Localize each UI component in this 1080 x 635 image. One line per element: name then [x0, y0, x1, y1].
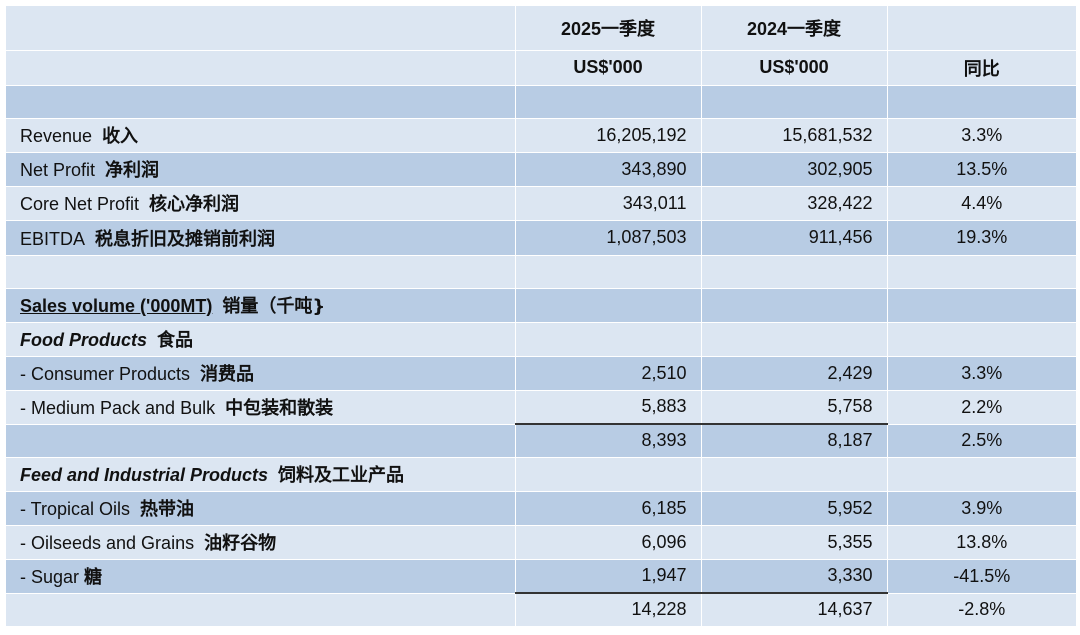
header-blank-cell: [6, 50, 516, 86]
value-current: 2,510: [515, 356, 702, 391]
value-yoy: 2.2%: [887, 390, 1076, 425]
value-current: 16,205,192: [515, 118, 702, 153]
row-label: - Tropical Oils 热带油: [6, 491, 516, 526]
value-yoy: 3.3%: [887, 118, 1076, 153]
row-label: Revenue 收入: [6, 118, 516, 153]
value-current: 5,883: [515, 390, 702, 425]
row-label: Core Net Profit 核心净利润: [6, 186, 516, 221]
food-products-title: Food Products 食品: [6, 322, 516, 357]
total-yoy: -2.8%: [887, 593, 1076, 627]
value-current: 343,890: [515, 152, 702, 187]
header-unit-prior: US$'000: [701, 50, 888, 86]
total-prior: 8,187: [701, 423, 888, 458]
value-yoy: 19.3%: [887, 220, 1076, 256]
header-unit-current: US$'000: [515, 50, 702, 86]
sales-volume-header-row: Sales volume ('000MT) 销量（千吨}: [6, 288, 1076, 323]
row-label: Net Profit 净利润: [6, 152, 516, 187]
value-prior: 911,456: [701, 220, 888, 256]
food-products-header-row: Food Products 食品: [6, 322, 1076, 357]
value-current: 1,947: [515, 559, 702, 594]
sales-row-tropical-oils: - Tropical Oils 热带油 6,185 5,952 3.9%: [6, 491, 1076, 526]
value-current: 1,087,503: [515, 220, 702, 256]
total-current: 8,393: [515, 423, 702, 458]
total-current: 14,228: [515, 592, 702, 627]
value-prior: 5,355: [701, 525, 888, 560]
row-label: - Medium Pack and Bulk 中包装和散装: [6, 390, 516, 425]
sales-row-oilseeds-grains: - Oilseeds and Grains 油籽谷物 6,096 5,355 13…: [6, 525, 1076, 560]
header-blank-cell: [6, 6, 516, 51]
feed-industrial-total-row: 14,228 14,637 -2.8%: [6, 592, 1076, 627]
spacer-row: [6, 255, 1076, 289]
header-row-unit: US$'000 US$'000 同比: [6, 50, 1076, 86]
financial-row-core-net-profit: Core Net Profit 核心净利润 343,011 328,422 4.4…: [6, 186, 1076, 221]
food-products-total-row: 8,393 8,187 2.5%: [6, 423, 1076, 458]
value-yoy: 3.9%: [887, 491, 1076, 526]
financial-row-net-profit: Net Profit 净利润 343,890 302,905 13.5%: [6, 152, 1076, 187]
value-prior: 3,330: [701, 559, 888, 594]
results-table-frame: 2025一季度 2024一季度 US$'000 US$'000 同比 Reven…: [6, 6, 1076, 627]
value-yoy: 3.3%: [887, 356, 1076, 391]
total-yoy: 2.5%: [887, 424, 1076, 458]
value-prior: 5,758: [701, 390, 888, 425]
header-yoy: 同比: [887, 50, 1076, 86]
financial-row-ebitda: EBITDA 税息折旧及摊销前利润 1,087,503 911,456 19.3%: [6, 220, 1076, 256]
value-current: 343,011: [515, 186, 702, 221]
value-current: 6,185: [515, 491, 702, 526]
header-row-period: 2025一季度 2024一季度: [6, 6, 1076, 51]
value-prior: 5,952: [701, 491, 888, 526]
sales-row-sugar: - Sugar 糖 1,947 3,330 -41.5%: [6, 559, 1076, 594]
value-current: 6,096: [515, 525, 702, 560]
row-label: EBITDA 税息折旧及摊销前利润: [6, 220, 516, 256]
row-label: - Sugar 糖: [6, 559, 516, 594]
value-yoy: -41.5%: [887, 559, 1076, 594]
feed-industrial-header-row: Feed and Industrial Products 饲料及工业产品: [6, 457, 1076, 492]
feed-industrial-title: Feed and Industrial Products 饲料及工业产品: [6, 457, 516, 492]
value-prior: 2,429: [701, 356, 888, 391]
row-label: - Oilseeds and Grains 油籽谷物: [6, 525, 516, 560]
header-period-prior: 2024一季度: [701, 6, 888, 51]
value-prior: 15,681,532: [701, 118, 888, 153]
total-prior: 14,637: [701, 592, 888, 627]
value-yoy: 13.8%: [887, 525, 1076, 560]
results-table: 2025一季度 2024一季度 US$'000 US$'000 同比 Reven…: [6, 6, 1076, 627]
value-prior: 328,422: [701, 186, 888, 221]
row-label: - Consumer Products 消费品: [6, 356, 516, 391]
sales-row-medium-pack-bulk: - Medium Pack and Bulk 中包装和散装 5,883 5,758…: [6, 390, 1076, 425]
header-period-current: 2025一季度: [515, 6, 702, 51]
sales-volume-title: Sales volume ('000MT) 销量（千吨}: [6, 288, 516, 323]
value-prior: 302,905: [701, 152, 888, 187]
value-yoy: 13.5%: [887, 152, 1076, 187]
sales-row-consumer-products: - Consumer Products 消费品 2,510 2,429 3.3%: [6, 356, 1076, 391]
value-yoy: 4.4%: [887, 186, 1076, 221]
financial-row-revenue: Revenue 收入 16,205,192 15,681,532 3.3%: [6, 118, 1076, 153]
header-blank-cell: [887, 6, 1076, 51]
spacer-row: [6, 85, 1076, 119]
